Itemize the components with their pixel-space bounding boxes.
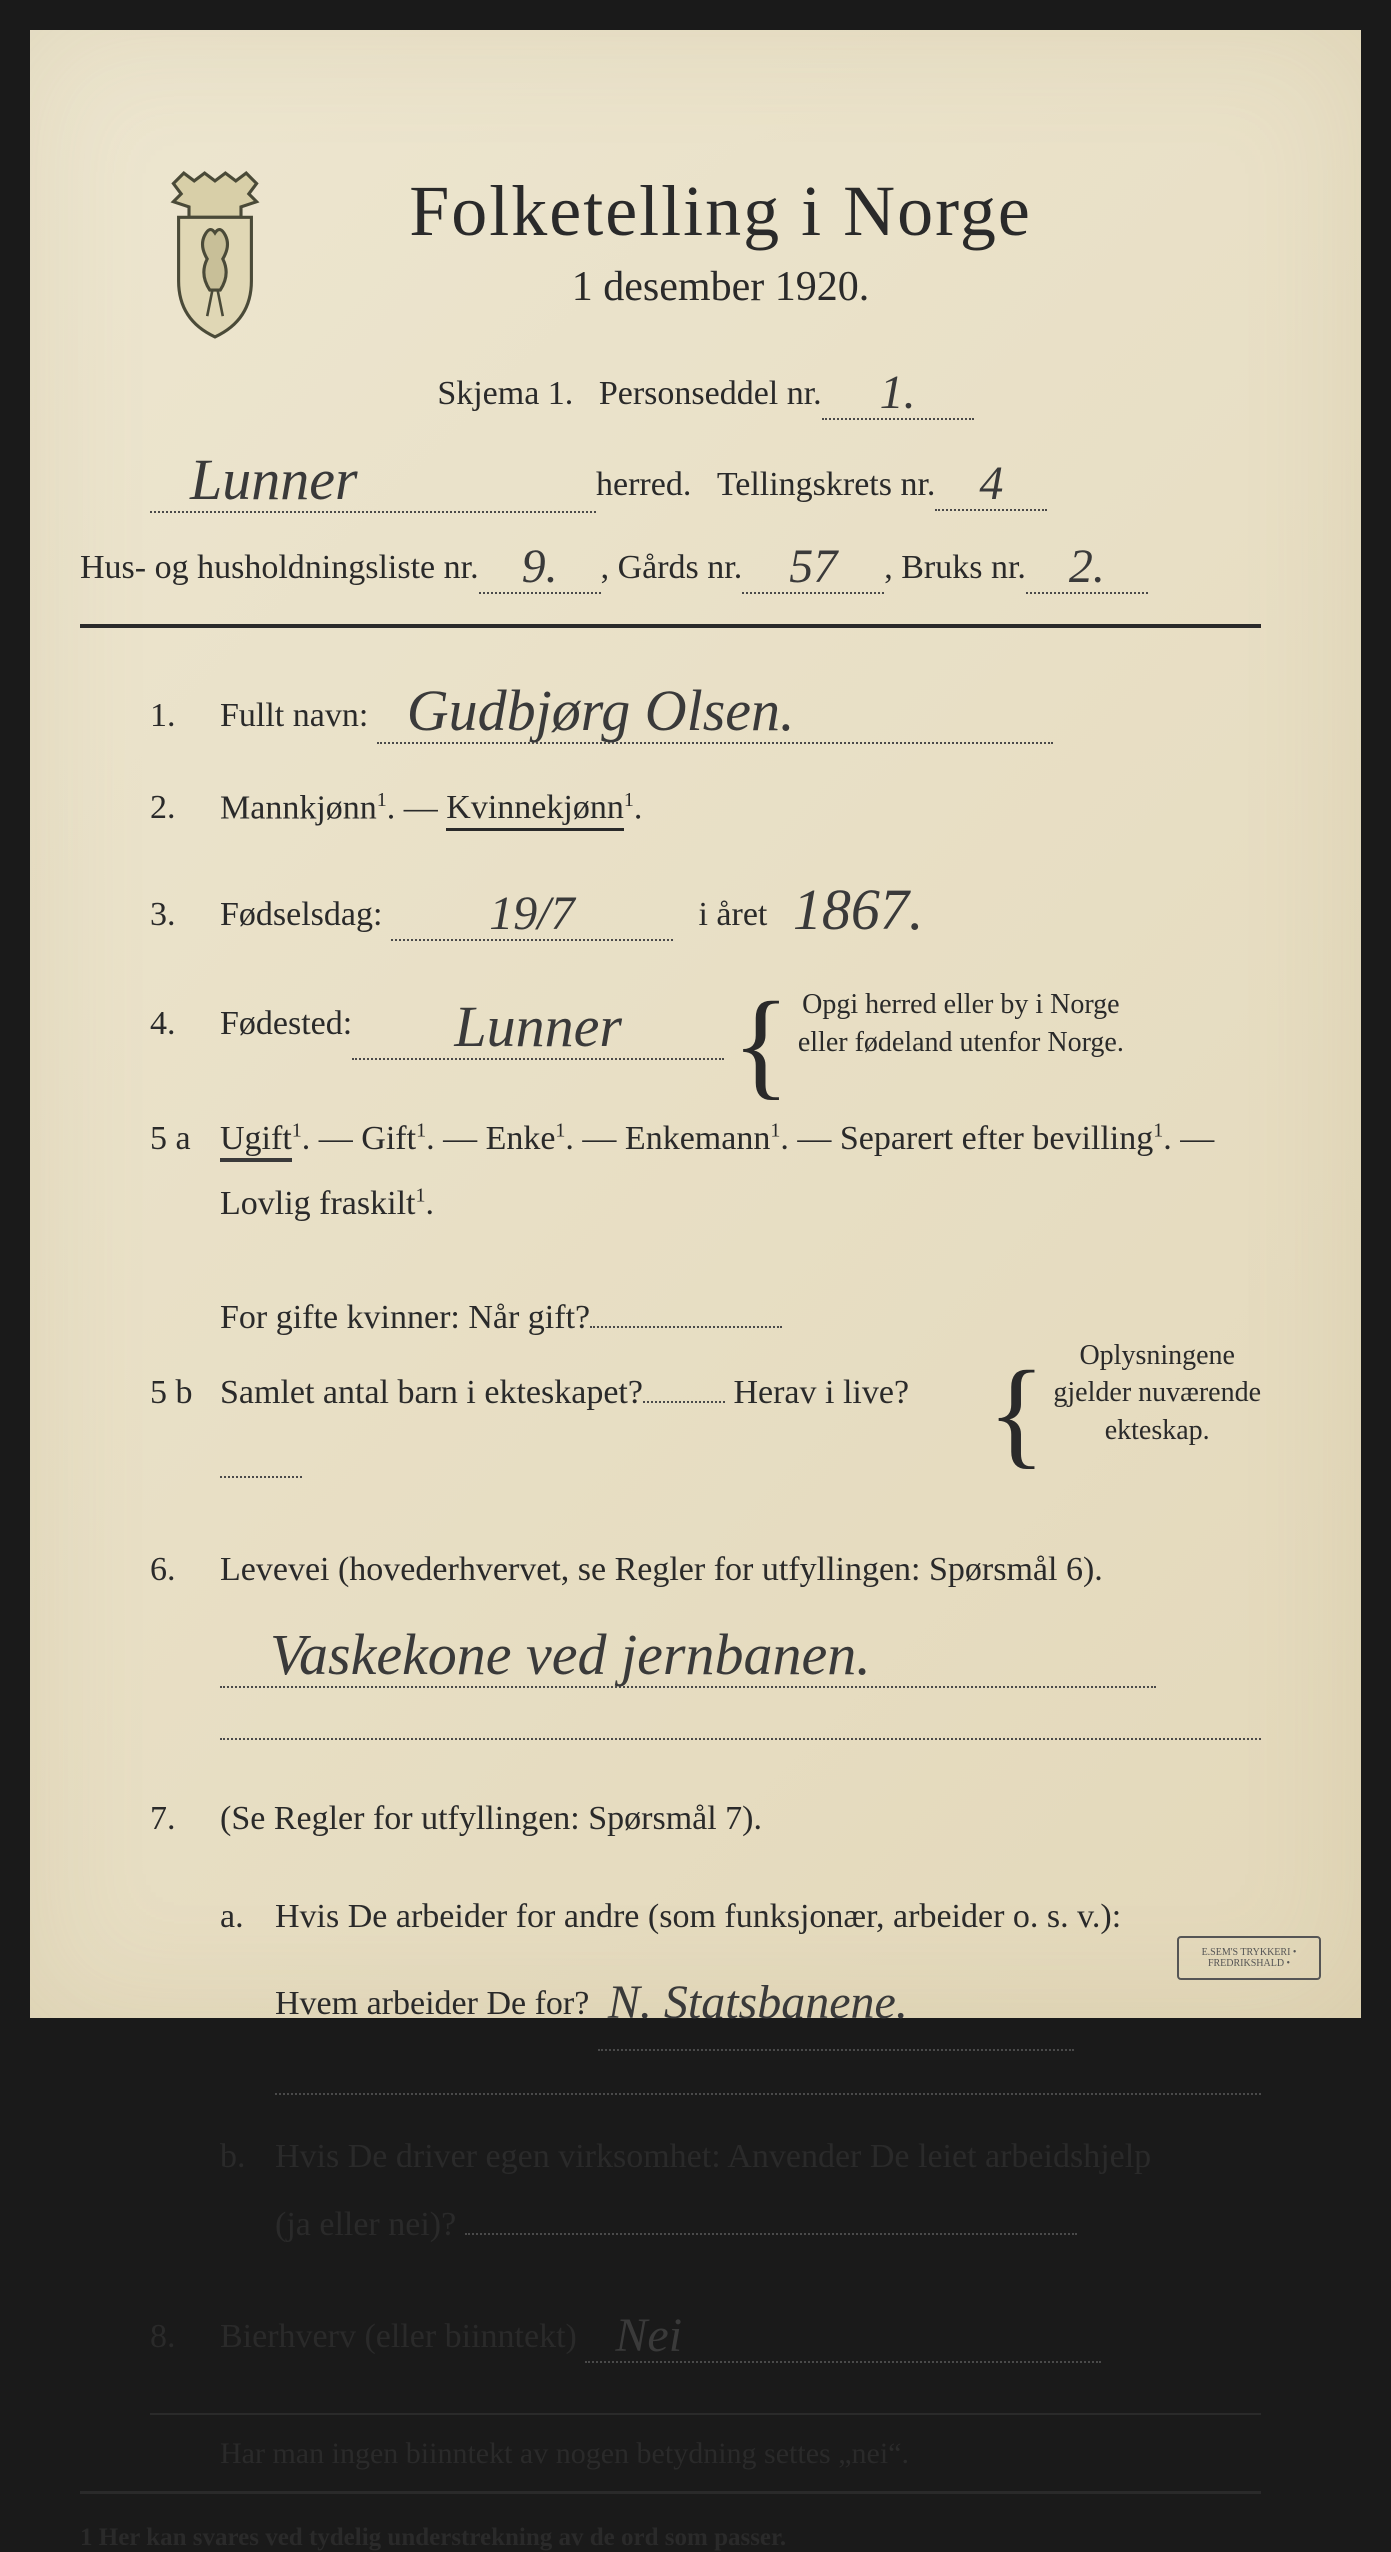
q8-label: Bierhverv (eller biinntekt) bbox=[220, 2318, 577, 2355]
coat-of-arms-icon bbox=[150, 170, 280, 340]
opt-enkemann: Enkemann bbox=[625, 1120, 770, 1157]
bruks-label: , Bruks nr. bbox=[884, 549, 1026, 587]
q3-num: 3. bbox=[150, 896, 220, 934]
document-page: Folketelling i Norge 1 desember 1920. Sk… bbox=[30, 30, 1361, 2018]
brace-icon-2: { bbox=[980, 1383, 1054, 1443]
q5b-b: Samlet antal barn i ekteskapet? bbox=[220, 1374, 643, 1411]
opt-gift: Gift bbox=[361, 1120, 416, 1157]
q3-year: 1867. bbox=[793, 877, 924, 942]
personseddel-label: Personseddel nr. bbox=[599, 375, 822, 413]
q5b-s1: Oplysningene bbox=[1079, 1340, 1235, 1371]
q2-num: 2. bbox=[150, 789, 220, 827]
q1-num: 1. bbox=[150, 697, 220, 735]
q5b-side: Oplysningene gjelder nuværende ekteskap. bbox=[1053, 1337, 1261, 1450]
q2-row: 2. Mannkjønn1. — Kvinnekjønn1. bbox=[150, 789, 1261, 827]
q4-side-1: Opgi herred eller by i Norge bbox=[802, 989, 1120, 1020]
q7b-label: b. bbox=[220, 2123, 275, 2259]
footnote: 1 Her kan svares ved tydelig understrekn… bbox=[80, 2524, 1261, 2552]
q6-num: 6. bbox=[150, 1551, 220, 1589]
q4-num: 4. bbox=[150, 1005, 220, 1043]
q4-side-note: Opgi herred eller by i Norge eller fødel… bbox=[798, 986, 1124, 1062]
opt-separert: Separert efter bevilling bbox=[840, 1120, 1153, 1157]
q3-year-label: i året bbox=[698, 896, 767, 933]
q4-side-2: eller fødeland utenfor Norge. bbox=[798, 1027, 1124, 1058]
title-block: Folketelling i Norge 1 desember 1920. bbox=[180, 170, 1261, 311]
q8-row: 8. Bierhverv (eller biinntekt) Nei bbox=[150, 2304, 1261, 2363]
brace-icon: { bbox=[724, 1014, 798, 1074]
hus-nr: 9. bbox=[522, 540, 558, 593]
q1-value: Gudbjørg Olsen. bbox=[407, 678, 795, 743]
q5a-num: 5 a bbox=[150, 1120, 220, 1158]
q7b-t2: (ja eller nei)? bbox=[275, 2206, 456, 2243]
q5b-s2: gjelder nuværende bbox=[1053, 1377, 1261, 1408]
q7-num: 7. bbox=[150, 1800, 220, 1838]
q7-row: 7. (Se Regler for utfyllingen: Spørsmål … bbox=[150, 1785, 1261, 2259]
footer-rule bbox=[80, 2491, 1261, 2494]
herred-value: Lunner bbox=[190, 447, 358, 512]
q5b-a: For gifte kvinner: Når gift? bbox=[220, 1299, 590, 1336]
opt-ugift: Ugift bbox=[220, 1120, 292, 1162]
bruks-nr: 2. bbox=[1069, 540, 1105, 593]
herred-label: herred. bbox=[596, 466, 691, 504]
q2-male: Mannkjønn bbox=[220, 789, 377, 826]
q7a-t2: Hvem arbeider De for? bbox=[275, 1985, 589, 2022]
gards-nr: 57 bbox=[789, 540, 837, 593]
q7-label: (Se Regler for utfyllingen: Spørsmål 7). bbox=[220, 1800, 762, 1837]
section-divider bbox=[80, 624, 1261, 628]
q6-row: 6. Levevei (hovederhvervet, se Regler fo… bbox=[150, 1551, 1261, 1740]
gards-label: , Gårds nr. bbox=[601, 549, 743, 587]
herred-row: Lunner herred. Tellingskrets nr. 4 bbox=[150, 442, 1261, 513]
content-area: Folketelling i Norge 1 desember 1920. Sk… bbox=[150, 170, 1261, 2552]
hus-label: Hus- og husholdningsliste nr. bbox=[80, 549, 479, 587]
q5a-row: 5 a Ugift1. — Gift1. — Enke1. — Enkemann… bbox=[150, 1107, 1261, 1236]
q6-label: Levevei (hovederhvervet, se Regler for u… bbox=[220, 1551, 1103, 1588]
q7b-t1: Hvis De driver egen virksomhet: Anvender… bbox=[275, 2138, 1151, 2175]
q3-label: Fødselsdag: bbox=[220, 896, 382, 933]
note: Har man ingen biinntekt av nogen betydni… bbox=[220, 2437, 1261, 2471]
tellingskrets-nr: 4 bbox=[979, 457, 1003, 510]
q5b-row: 5 b For gifte kvinner: Når gift? Samlet … bbox=[150, 1281, 1261, 1505]
q7a-label: a. bbox=[220, 1883, 275, 2095]
q7a-t1: Hvis De arbeider for andre (som funksjon… bbox=[275, 1898, 1121, 1935]
q6-value: Vaskekone ved jernbanen. bbox=[270, 1622, 871, 1687]
q5b-c: Herav i live? bbox=[733, 1374, 909, 1411]
q3-row: 3. Fødselsdag: 19/7 i året 1867. bbox=[150, 872, 1261, 941]
q3-value: 19/7 bbox=[489, 887, 574, 940]
tellingskrets-label: Tellingskrets nr. bbox=[717, 466, 936, 504]
schema-row: Skjema 1. Personseddel nr. 1. bbox=[150, 361, 1261, 420]
q8-num: 8. bbox=[150, 2318, 220, 2356]
q2-female: Kvinnekjønn bbox=[446, 789, 624, 831]
opt-enke: Enke bbox=[486, 1120, 556, 1157]
q4-label: Fødested: bbox=[220, 1005, 352, 1043]
q8-value: Nei bbox=[615, 2309, 682, 2362]
personseddel-nr: 1. bbox=[880, 366, 916, 419]
q1-label: Fullt navn: bbox=[220, 697, 368, 734]
dotted-line bbox=[220, 1738, 1261, 1740]
dotted-line-2 bbox=[275, 2093, 1261, 2095]
hus-row: Hus- og husholdningsliste nr. 9. , Gårds… bbox=[80, 535, 1261, 594]
q5b-s3: ekteskap. bbox=[1105, 1415, 1210, 1446]
q1-row: 1. Fullt navn: Gudbjørg Olsen. bbox=[150, 673, 1261, 744]
q5b-num: 5 b bbox=[150, 1374, 220, 1412]
page-title: Folketelling i Norge bbox=[180, 170, 1261, 253]
q4-row: 4. Fødested: Lunner { Opgi herred eller … bbox=[150, 986, 1261, 1062]
opt-fraskilt: Lovlig fraskilt bbox=[220, 1185, 415, 1222]
q2-tail: . bbox=[634, 789, 643, 826]
q7a-value: N. Statsbanene. bbox=[608, 1976, 908, 2029]
printer-stamp: E.SEM'S TRYKKERI • FREDRIKSHALD • bbox=[1177, 1936, 1321, 1980]
q4-value: Lunner bbox=[454, 994, 622, 1059]
q2-sep: . — bbox=[387, 789, 447, 826]
schema-label: Skjema 1. bbox=[437, 375, 573, 413]
thin-divider bbox=[150, 2413, 1261, 2415]
page-subtitle: 1 desember 1920. bbox=[180, 263, 1261, 311]
